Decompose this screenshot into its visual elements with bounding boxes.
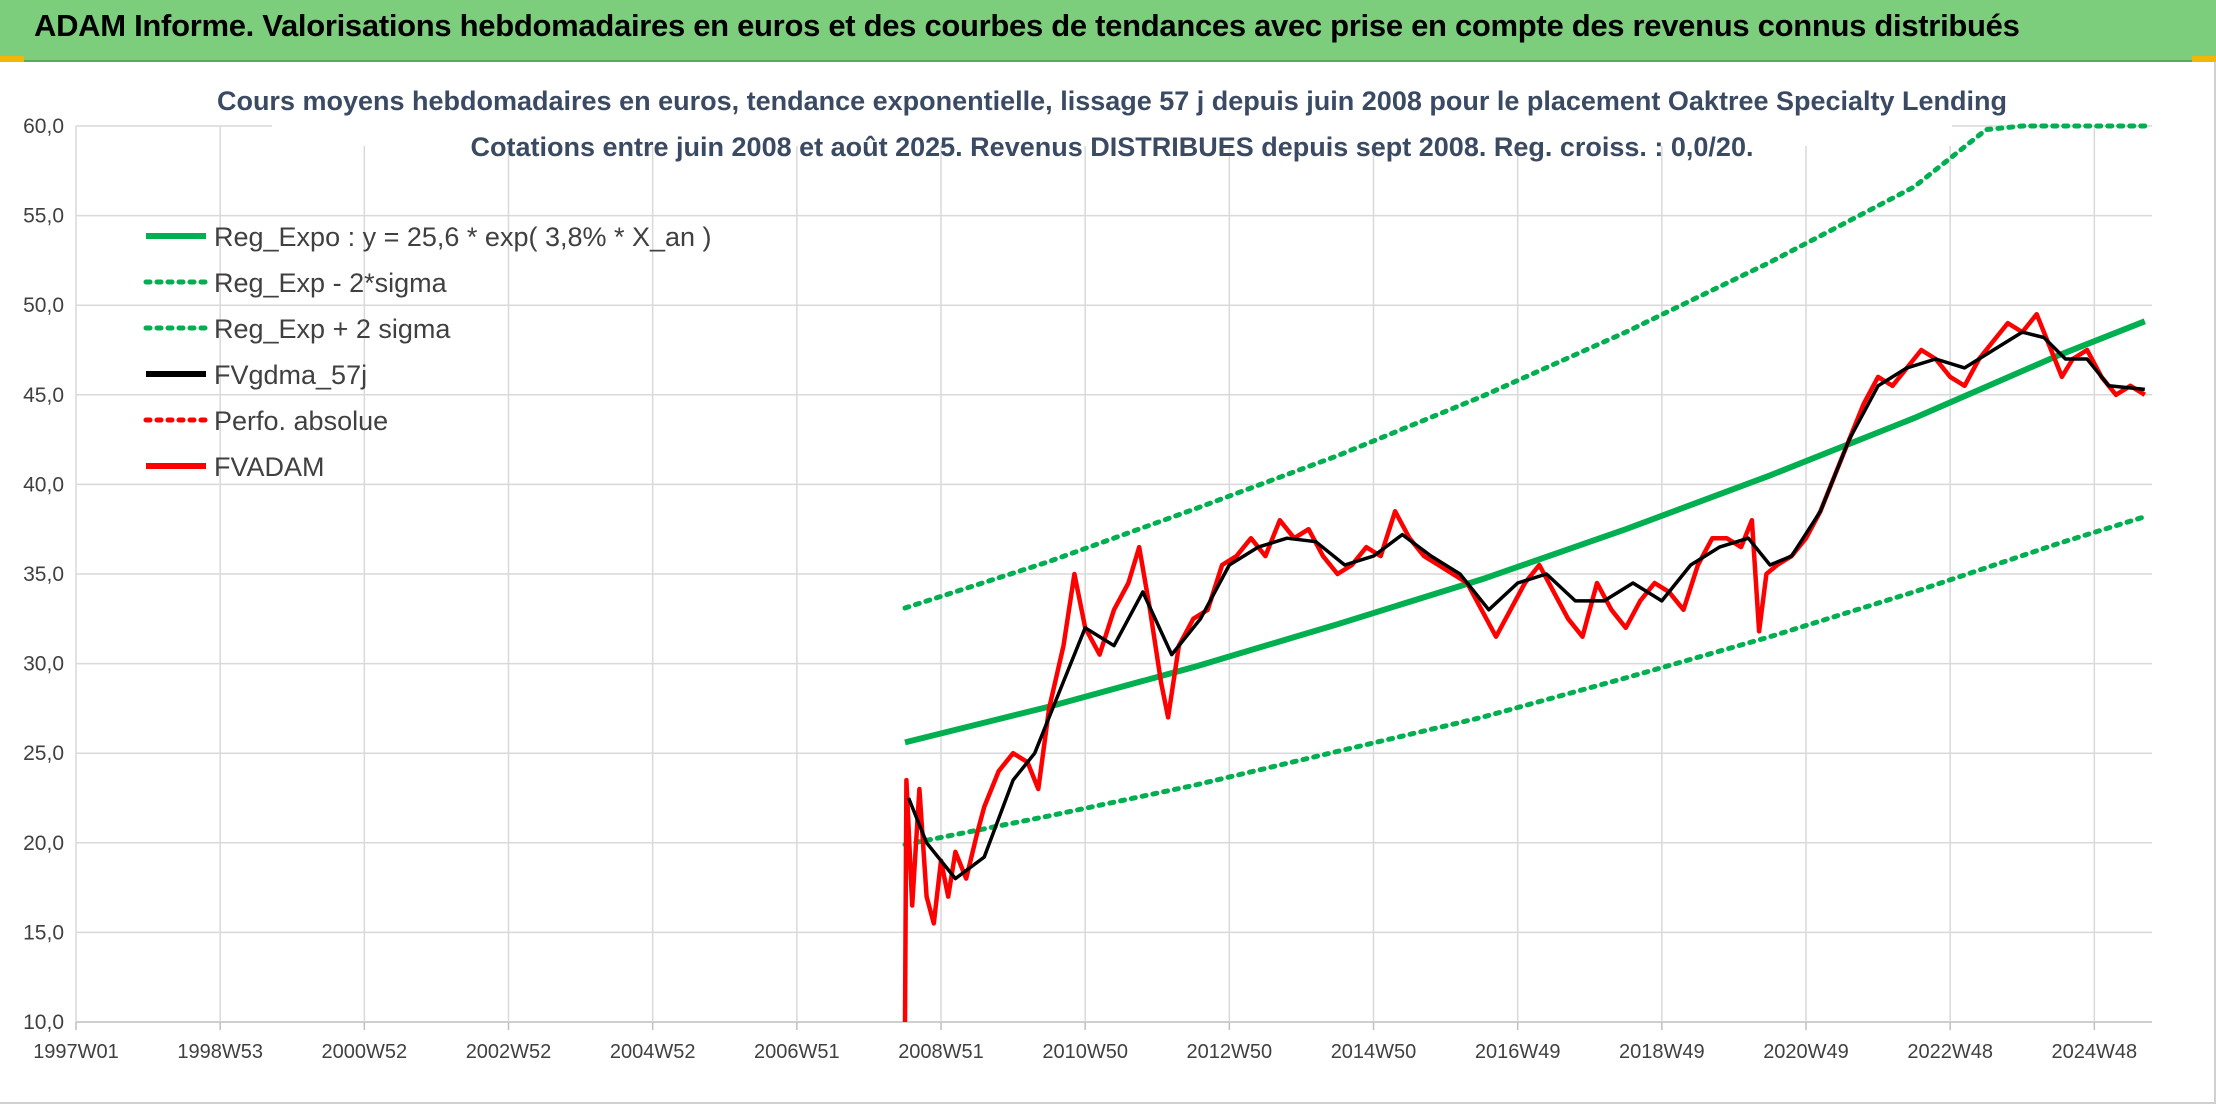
y-tick-label: 20,0 xyxy=(23,832,64,855)
legend-label: FVADAM xyxy=(214,452,325,482)
chart-area: 10,0 15,0 20,0 25,0 30,0 35,0 40,0 45,0 50,0 55,0… xyxy=(0,62,2216,1104)
y-axis-ticks: 10,0 15,0 20,0 25,0 30,0 35,0 40,0 45,0 50,0 55,0… xyxy=(23,115,64,1034)
x-tick-label: 2020W49 xyxy=(1763,1041,1849,1063)
x-tick-label: 2022W48 xyxy=(1907,1041,1993,1063)
y-tick-label: 40,0 xyxy=(23,473,64,496)
x-tick-label: 2000W52 xyxy=(322,1041,408,1063)
x-tick-label: 2002W52 xyxy=(466,1041,552,1063)
y-tick-label: 45,0 xyxy=(23,384,64,407)
title-banner: ADAM Informe. Valorisations hebdomadaire… xyxy=(0,0,2216,62)
x-tick-label: 2018W49 xyxy=(1619,1041,1705,1063)
x-tick-label: 1998W53 xyxy=(177,1041,263,1063)
line-chart: 10,0 15,0 20,0 25,0 30,0 35,0 40,0 45,0 50,0 55,0… xyxy=(23,64,2152,1063)
y-tick-label: 15,0 xyxy=(23,921,64,944)
corner-marker-right xyxy=(2192,56,2216,62)
legend-label: FVgdma_57j xyxy=(214,360,367,390)
x-tick-label: 2004W52 xyxy=(610,1041,696,1063)
legend-label: Reg_Exp + 2 sigma xyxy=(214,314,451,344)
y-tick-label: 50,0 xyxy=(23,294,64,317)
series-line xyxy=(902,123,2148,611)
x-tick-label: 2016W49 xyxy=(1475,1041,1561,1063)
legend-label: Reg_Exp - 2*sigma xyxy=(214,268,448,298)
y-tick-label: 10,0 xyxy=(23,1011,64,1034)
legend: Reg_Expo : y = 25,6 * exp( 3,8% * X_an )… xyxy=(143,222,712,482)
grid xyxy=(75,125,2152,1030)
chart-subtitle: Cotations entre juin 2008 et août 2025. … xyxy=(471,132,1754,162)
y-tick-label: 55,0 xyxy=(23,205,64,228)
x-axis-ticks: 1997W01 1998W53 2000W52 2002W52 2004W52 2006W… xyxy=(33,1041,2137,1063)
legend-label: Reg_Expo : y = 25,6 * exp( 3,8% * X_an ) xyxy=(214,222,712,252)
chart-title: Cours moyens hebdomadaires en euros, ten… xyxy=(217,86,2007,116)
y-tick-label: 25,0 xyxy=(23,742,64,765)
series-lines xyxy=(902,123,2148,1023)
x-tick-label: 2006W51 xyxy=(754,1041,840,1063)
corner-marker-left xyxy=(0,56,24,62)
y-tick-label: 30,0 xyxy=(23,653,64,676)
series-line xyxy=(906,330,2145,881)
report-title: ADAM Informe. Valorisations hebdomadaire… xyxy=(34,8,2020,43)
series-line xyxy=(902,311,2146,1023)
x-tick-label: 2024W48 xyxy=(2052,1041,2138,1063)
series-line xyxy=(904,318,2146,746)
x-tick-label: 2014W50 xyxy=(1331,1041,1417,1063)
y-tick-label: 35,0 xyxy=(23,563,64,586)
x-tick-label: 2008W51 xyxy=(898,1041,984,1063)
y-tick-label: 60,0 xyxy=(23,115,64,138)
series-line xyxy=(902,514,2148,848)
x-tick-label: 2012W50 xyxy=(1187,1041,1273,1063)
x-tick-label: 2010W50 xyxy=(1042,1041,1128,1063)
chart-titles: Cours moyens hebdomadaires en euros, ten… xyxy=(217,64,2007,162)
x-tick-label: 1997W01 xyxy=(33,1041,119,1063)
legend-label: Perfo. absolue xyxy=(214,406,388,436)
